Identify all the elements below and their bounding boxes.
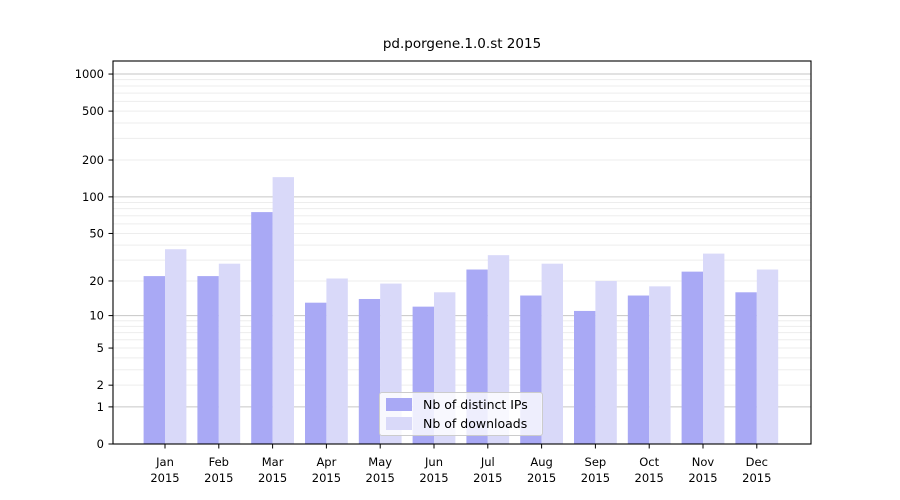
bar-downloads-nov xyxy=(703,253,725,444)
bar-downloads-jan xyxy=(165,249,187,444)
legend-item-downloads: Nb of downloads xyxy=(386,416,542,432)
bar-downloads-apr xyxy=(326,278,348,444)
x-tick-label-year: 2015 xyxy=(527,471,556,485)
legend-label: Nb of distinct IPs xyxy=(423,396,528,412)
chart-title: pd.porgene.1.0.st 2015 xyxy=(382,36,542,52)
legend: Nb of distinct IPs Nb of downloads xyxy=(379,392,543,436)
x-tick-label-month: Apr xyxy=(316,455,336,469)
x-tick-label-month: Sep xyxy=(585,455,607,469)
y-tick-label: 0 xyxy=(97,437,104,451)
y-tick-label: 200 xyxy=(82,153,104,167)
x-tick-label-year: 2015 xyxy=(581,471,610,485)
bar-distinct-ips-nov xyxy=(681,271,703,444)
x-tick-label-year: 2015 xyxy=(258,471,287,485)
x-tick-label-month: Oct xyxy=(639,455,659,469)
x-tick-label-year: 2015 xyxy=(419,471,448,485)
x-tick-label-month: May xyxy=(368,455,392,469)
x-tick-label-year: 2015 xyxy=(742,471,771,485)
plot-frame xyxy=(112,60,812,445)
x-tick-label-year: 2015 xyxy=(150,471,179,485)
x-tick-label-month: Nov xyxy=(692,455,715,469)
x-tick-label-month: Jan xyxy=(155,455,174,469)
bar-downloads-sep xyxy=(595,280,617,444)
bar-distinct-ips-sep xyxy=(574,310,596,444)
x-tick-label-year: 2015 xyxy=(312,471,341,485)
bar-downloads-oct xyxy=(649,286,671,444)
x-tick-label-month: Feb xyxy=(209,455,229,469)
legend-label: Nb of downloads xyxy=(423,416,528,432)
x-tick-label-year: 2015 xyxy=(473,471,502,485)
bar-distinct-ips-may xyxy=(358,298,381,444)
x-tick-label-year: 2015 xyxy=(366,471,395,485)
bar-distinct-ips-mar xyxy=(251,212,273,444)
bar-downloads-feb xyxy=(218,263,241,444)
y-tick-label: 5 xyxy=(97,341,104,355)
legend-swatch-downloads xyxy=(386,417,412,431)
y-tick-label: 50 xyxy=(89,226,104,240)
bar-distinct-ips-oct xyxy=(627,295,650,444)
bar-distinct-ips-dec xyxy=(735,292,757,444)
y-tick-label: 10 xyxy=(89,309,104,323)
bar-distinct-ips-jan xyxy=(143,276,165,444)
y-tick-label: 20 xyxy=(89,274,104,288)
x-tick-label-month: Jul xyxy=(480,455,495,469)
bar-downloads-aug xyxy=(541,263,563,444)
x-tick-label-year: 2015 xyxy=(635,471,664,485)
y-tick-label: 1000 xyxy=(75,67,104,81)
legend-swatch-distinct-ips xyxy=(386,397,412,411)
bar-downloads-dec xyxy=(756,269,779,444)
x-tick-label-month: Aug xyxy=(530,455,552,469)
x-tick-label-year: 2015 xyxy=(204,471,233,485)
x-tick-label-month: Mar xyxy=(262,455,284,469)
y-tick-label: 2 xyxy=(97,378,104,392)
bar-downloads-mar xyxy=(272,177,294,444)
bar-distinct-ips-apr xyxy=(305,302,327,444)
y-tick-label: 500 xyxy=(82,104,104,118)
x-tick-label-month: Dec xyxy=(746,455,768,469)
bar-distinct-ips-feb xyxy=(197,276,219,444)
x-tick-label-year: 2015 xyxy=(688,471,717,485)
y-tick-label: 100 xyxy=(82,190,104,204)
x-tick-label-month: Jun xyxy=(424,455,443,469)
y-tick-label: 1 xyxy=(97,400,104,414)
legend-item-distinct-ips: Nb of distinct IPs xyxy=(386,396,542,412)
